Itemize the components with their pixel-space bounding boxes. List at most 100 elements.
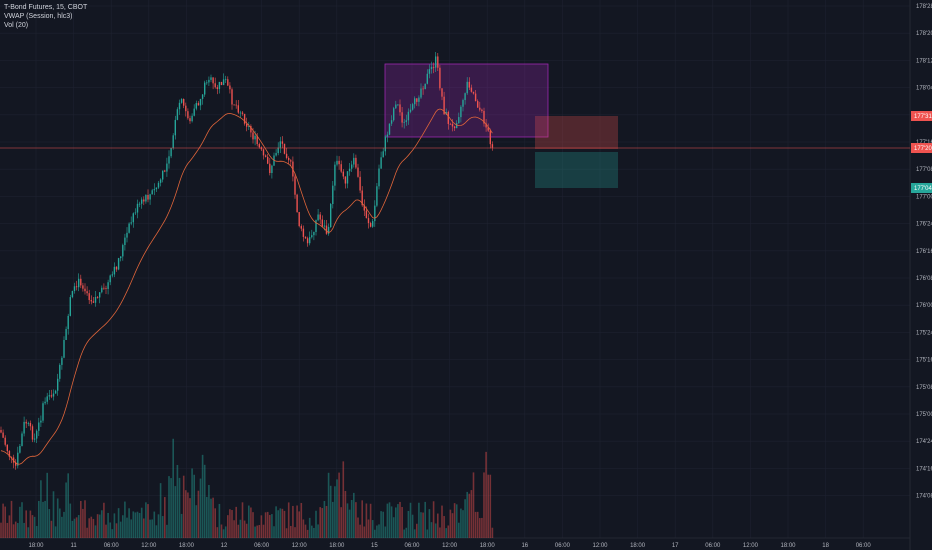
volume-bar <box>119 521 122 538</box>
current-price-tag <box>911 143 932 153</box>
candle-body <box>441 88 443 97</box>
price-axis[interactable]: 178'28178'20178'12178'04177'24177'16177'… <box>916 4 932 500</box>
volume-bar <box>445 528 447 538</box>
volume-bar <box>157 514 160 538</box>
candle-body <box>52 393 55 397</box>
volume-bar <box>319 507 321 538</box>
candle-body <box>172 135 174 148</box>
volume-bar <box>430 522 433 538</box>
volume-bar <box>252 512 254 538</box>
volume-bar <box>462 510 464 538</box>
candle-body <box>342 171 344 177</box>
volume-bar <box>424 501 426 538</box>
volume-bar <box>338 472 340 538</box>
volume-bar <box>117 508 120 538</box>
candle-body <box>59 364 61 379</box>
candle-body <box>90 300 92 302</box>
volume-bar <box>189 498 191 538</box>
candle-body <box>229 85 231 90</box>
volume-bar <box>401 506 403 538</box>
volume-bar <box>485 451 487 538</box>
candle-body <box>304 236 307 239</box>
volume-bar <box>353 492 355 538</box>
volume-bar <box>392 517 395 538</box>
range-box[interactable] <box>384 63 549 138</box>
candle-body <box>439 67 441 89</box>
candle-body <box>113 266 116 275</box>
candle-body <box>357 167 359 177</box>
volume-bar <box>386 503 389 538</box>
candle-body <box>432 66 435 68</box>
volume-bar <box>199 478 202 538</box>
candle-body <box>86 291 88 294</box>
chart-legend: T-Bond Futures, 15, CBOT VWAP (Session, … <box>4 3 87 30</box>
candle-body <box>246 123 248 127</box>
volume-bar <box>101 510 103 538</box>
volume-indicator-label[interactable]: Vol (20) <box>4 22 29 29</box>
time-axis-label: 12:00 <box>442 543 458 549</box>
candle-body <box>382 151 384 158</box>
candle-body <box>71 291 74 298</box>
stop-price-tag <box>911 111 932 121</box>
time-axis-label: 12:00 <box>743 543 759 549</box>
volume-bar <box>290 525 292 538</box>
candle-body <box>372 221 374 227</box>
target-zone[interactable] <box>535 152 618 188</box>
price-axis-label: 177'00 <box>916 194 932 200</box>
volume-bar <box>180 513 183 538</box>
volume-bar <box>23 522 25 538</box>
volume-bar <box>374 529 376 538</box>
volume-bar <box>245 523 248 538</box>
volume-bar <box>206 496 208 538</box>
position-zones[interactable] <box>384 63 618 188</box>
volume-bar <box>369 503 372 538</box>
candle-body <box>325 225 328 234</box>
candle-body <box>36 430 38 439</box>
candle-body <box>460 106 462 118</box>
candle-body <box>254 135 256 140</box>
volume-bar <box>334 486 336 538</box>
candle-body <box>477 101 479 108</box>
volume-bar <box>302 519 305 538</box>
volume-bar <box>470 490 473 538</box>
time-axis[interactable]: 18:00 11 06:00 12:00 18:00 12 06:00 12:00 18:00 1… <box>28 543 871 549</box>
candle-body <box>92 301 95 303</box>
price-axis-label: 176'08 <box>916 276 932 282</box>
candle-body <box>157 182 160 188</box>
candle-body <box>57 378 59 391</box>
volume-bar <box>149 519 151 538</box>
candle-body <box>302 228 305 237</box>
candle-body <box>216 87 218 90</box>
candle-body <box>426 73 428 84</box>
candle-body <box>75 286 78 288</box>
candle-body <box>174 119 176 136</box>
candle-body <box>279 141 281 148</box>
candle-body <box>365 210 368 219</box>
vwap-indicator-label[interactable]: VWAP (Session, hlc3) <box>4 13 73 20</box>
symbol-title[interactable]: T-Bond Futures, 15, CBOT <box>4 4 88 11</box>
candle-body <box>48 395 50 397</box>
volume-bar <box>14 521 17 538</box>
volume-bar <box>84 500 86 538</box>
candle-body <box>437 56 439 68</box>
volume-bar <box>48 509 51 538</box>
candle-body <box>376 186 378 206</box>
candle-body <box>159 179 162 183</box>
candle-body <box>2 432 4 438</box>
candle-body <box>120 256 122 259</box>
candle-body <box>63 340 65 358</box>
volume-bar <box>359 524 361 538</box>
volume-bar <box>31 515 34 538</box>
stop-zone[interactable] <box>535 116 618 149</box>
candle-body <box>258 144 260 148</box>
candle-body <box>428 69 431 74</box>
candle-body <box>409 109 412 112</box>
candle-body <box>355 157 357 168</box>
candle-body <box>468 81 470 88</box>
volume-bar <box>128 508 130 538</box>
time-axis-label: 06:00 <box>104 543 120 549</box>
candle-body <box>61 357 63 365</box>
candle-body <box>241 112 244 114</box>
